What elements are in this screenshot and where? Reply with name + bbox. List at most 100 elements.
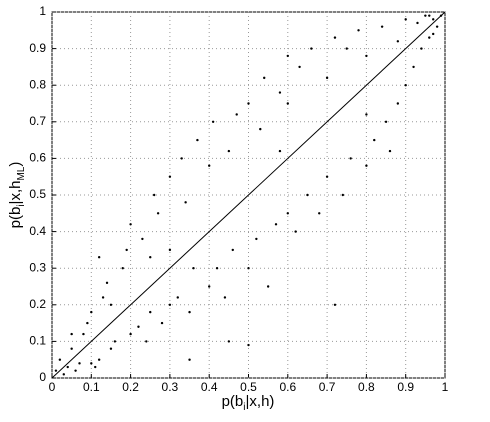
point [345,47,348,50]
point [192,267,195,270]
point [196,138,199,142]
point [121,267,124,270]
point [105,281,109,285]
point [90,362,93,365]
point [404,84,407,87]
y-tick-label: 0.9 [29,41,46,55]
point [113,340,117,343]
x-tick-label: 0.3 [162,380,179,394]
y-tick-label: 0.6 [29,151,46,165]
point [349,157,352,160]
x-tick-label: 0.5 [240,380,257,394]
point [294,230,297,233]
point [388,149,392,153]
point [365,113,368,116]
point [325,175,329,178]
x-tick-label: 0.2 [122,380,139,394]
point [70,347,73,350]
point [74,369,77,372]
point [145,340,148,343]
y-tick-label: 0.4 [29,224,46,238]
point [298,65,301,69]
diagonal-line [51,11,446,379]
point [247,343,250,347]
point [318,212,321,215]
point [278,149,282,153]
point [325,76,329,80]
point [94,365,97,369]
point [384,120,388,124]
point [168,175,172,178]
point [223,296,227,299]
point [58,358,62,361]
point [420,47,423,50]
point [396,102,400,105]
x-tick-label: 0.7 [319,380,336,394]
point [211,120,215,124]
point [184,201,187,204]
y-tick-label: 0.1 [29,334,46,348]
y-axis-label: p(bi|x,hML) [7,162,27,229]
x-tick-label: 0.4 [201,380,218,394]
point [357,29,360,32]
point [141,237,144,241]
point [404,18,407,21]
point [152,193,156,197]
y-tick-label: 0.7 [29,114,46,128]
point [97,256,101,259]
point [215,267,219,270]
point [90,310,93,314]
point [428,14,431,17]
point [180,157,183,160]
point [149,256,152,259]
point [188,358,191,361]
point [125,248,128,252]
y-tick-label: 0.5 [29,187,46,201]
point [432,18,435,21]
y-tick-label: 0 [39,370,46,384]
point [62,373,65,376]
point [333,303,337,306]
point [227,149,231,153]
point [259,127,262,131]
point [365,164,368,167]
point [341,193,345,197]
point [263,76,266,80]
point [286,212,289,215]
point [286,54,289,58]
x-axis-label: p(bi|x,h) [222,393,275,413]
point [373,138,376,142]
x-tick-label: 0.9 [397,380,414,394]
point [168,248,172,252]
x-tick-label: 0 [49,380,56,394]
point [97,358,101,361]
point [129,223,132,226]
point [255,237,258,241]
x-tick-label: 0.6 [279,380,296,394]
point [428,36,431,39]
point [70,332,73,336]
point [208,285,211,288]
point [78,362,81,365]
point [176,296,179,299]
point [416,21,419,25]
point [82,332,85,336]
point [109,347,113,350]
y-tick-label: 1 [39,4,46,18]
point [235,113,238,116]
point [424,14,427,17]
x-tick-label: 0.1 [83,380,100,394]
y-tick-label: 0.2 [29,297,46,311]
point [306,193,309,197]
point [278,91,282,94]
point [227,340,231,343]
point [396,40,400,43]
point [286,102,289,105]
x-tick-label: 1 [442,380,449,394]
point [66,365,69,369]
y-tick-label: 0.8 [29,77,46,91]
point [208,164,211,167]
point [365,54,368,58]
point [54,369,58,372]
point [247,102,250,105]
